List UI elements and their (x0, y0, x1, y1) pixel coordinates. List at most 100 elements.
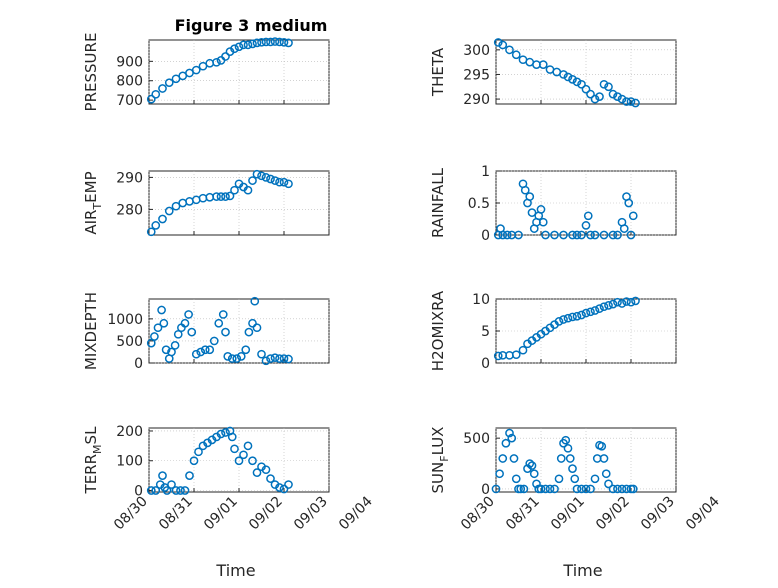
data-point (151, 221, 161, 230)
data-point (167, 347, 176, 357)
data-point (234, 42, 244, 52)
data-point (252, 468, 262, 478)
data-point (493, 38, 503, 47)
data-point (572, 484, 582, 494)
data-point (266, 474, 275, 483)
data-point (270, 37, 280, 46)
data-point (572, 230, 582, 240)
y-tick-label: 200 (116, 424, 143, 440)
data-point (527, 461, 537, 470)
data-point (628, 211, 638, 221)
data-point (275, 483, 284, 492)
data-point (239, 450, 248, 460)
data-point (261, 356, 271, 366)
data-point (608, 230, 618, 240)
data-point (608, 299, 618, 309)
data-point (158, 471, 167, 480)
data-point (216, 429, 226, 439)
data-point (604, 301, 613, 310)
data-point (561, 435, 571, 445)
data-point (180, 486, 190, 495)
data-point (170, 340, 180, 350)
data-point (604, 82, 613, 92)
data-point (252, 38, 262, 48)
y-tick-label: 100 (116, 454, 143, 470)
data-point (243, 441, 253, 451)
data-point (284, 354, 293, 364)
y-axis-label: AIRTEMP (82, 171, 104, 234)
y-tick-label: 5 (481, 324, 490, 340)
data-point (601, 469, 611, 479)
y-axis-label: MIXDEPTH (82, 292, 100, 370)
data-point (216, 192, 226, 201)
data-point (520, 185, 530, 195)
data-point (563, 443, 573, 453)
data-point (511, 350, 521, 360)
data-point (270, 176, 280, 185)
data-point (284, 179, 293, 189)
data-point (556, 454, 566, 463)
data-point (209, 336, 219, 346)
y-tick-label: 700 (116, 93, 143, 109)
data-point (599, 302, 609, 312)
data-point (279, 37, 289, 47)
data-point (270, 353, 280, 363)
data-point (572, 311, 582, 321)
data-point (498, 40, 508, 50)
data-point (279, 354, 289, 363)
data-point (577, 230, 586, 240)
y-tick-label: 280 (116, 202, 143, 218)
subplot-rainfall: 0 0.5 1 RAINFALL (429, 164, 677, 244)
subplot-theta: 290 295 300 THETA (429, 38, 677, 108)
data-point (626, 297, 636, 307)
data-point (559, 70, 568, 79)
data-point (252, 323, 262, 333)
data-point (622, 297, 631, 306)
data-point (158, 84, 167, 93)
y-tick-label: 0 (134, 484, 143, 500)
subplot-pressure: 700 800 900 PRESSURE (82, 33, 330, 111)
data-point (171, 201, 181, 211)
y-axis-label: H2OMIXRA (429, 290, 447, 371)
data-point (590, 306, 600, 315)
data-point (525, 192, 535, 201)
data-point (184, 310, 193, 319)
data-point (284, 38, 293, 48)
data-point (261, 465, 271, 475)
data-point (257, 171, 266, 181)
data-point (608, 484, 618, 494)
data-point (191, 349, 201, 359)
data-point (577, 484, 586, 494)
y-tick-label: 0.5 (468, 196, 490, 212)
data-point (279, 484, 289, 494)
data-point (493, 351, 503, 361)
data-point (525, 459, 535, 468)
axes-box (495, 427, 677, 493)
data-point (227, 432, 237, 442)
data-point (234, 456, 244, 466)
data-point (214, 318, 224, 328)
y-tick-label: 0 (481, 228, 490, 244)
data-point (514, 230, 523, 240)
data-point (550, 230, 559, 240)
data-point (554, 317, 564, 326)
data-point (613, 230, 622, 240)
data-point (171, 486, 181, 495)
y-tick-label: 295 (463, 67, 490, 83)
data-point (501, 438, 511, 448)
data-point (631, 296, 640, 306)
y-axis-label: THETA (429, 47, 447, 97)
data-point (581, 484, 591, 494)
data-point (570, 474, 580, 484)
data-point (599, 79, 609, 89)
y-tick-label: 0 (134, 356, 143, 372)
data-point (617, 299, 627, 308)
data-point (164, 78, 174, 88)
data-point (257, 349, 266, 359)
data-point (162, 486, 172, 495)
data-point (146, 486, 156, 495)
data-point (604, 479, 613, 489)
data-point (146, 338, 156, 348)
data-point (218, 310, 228, 319)
y-tick-label: 10 (472, 292, 490, 308)
